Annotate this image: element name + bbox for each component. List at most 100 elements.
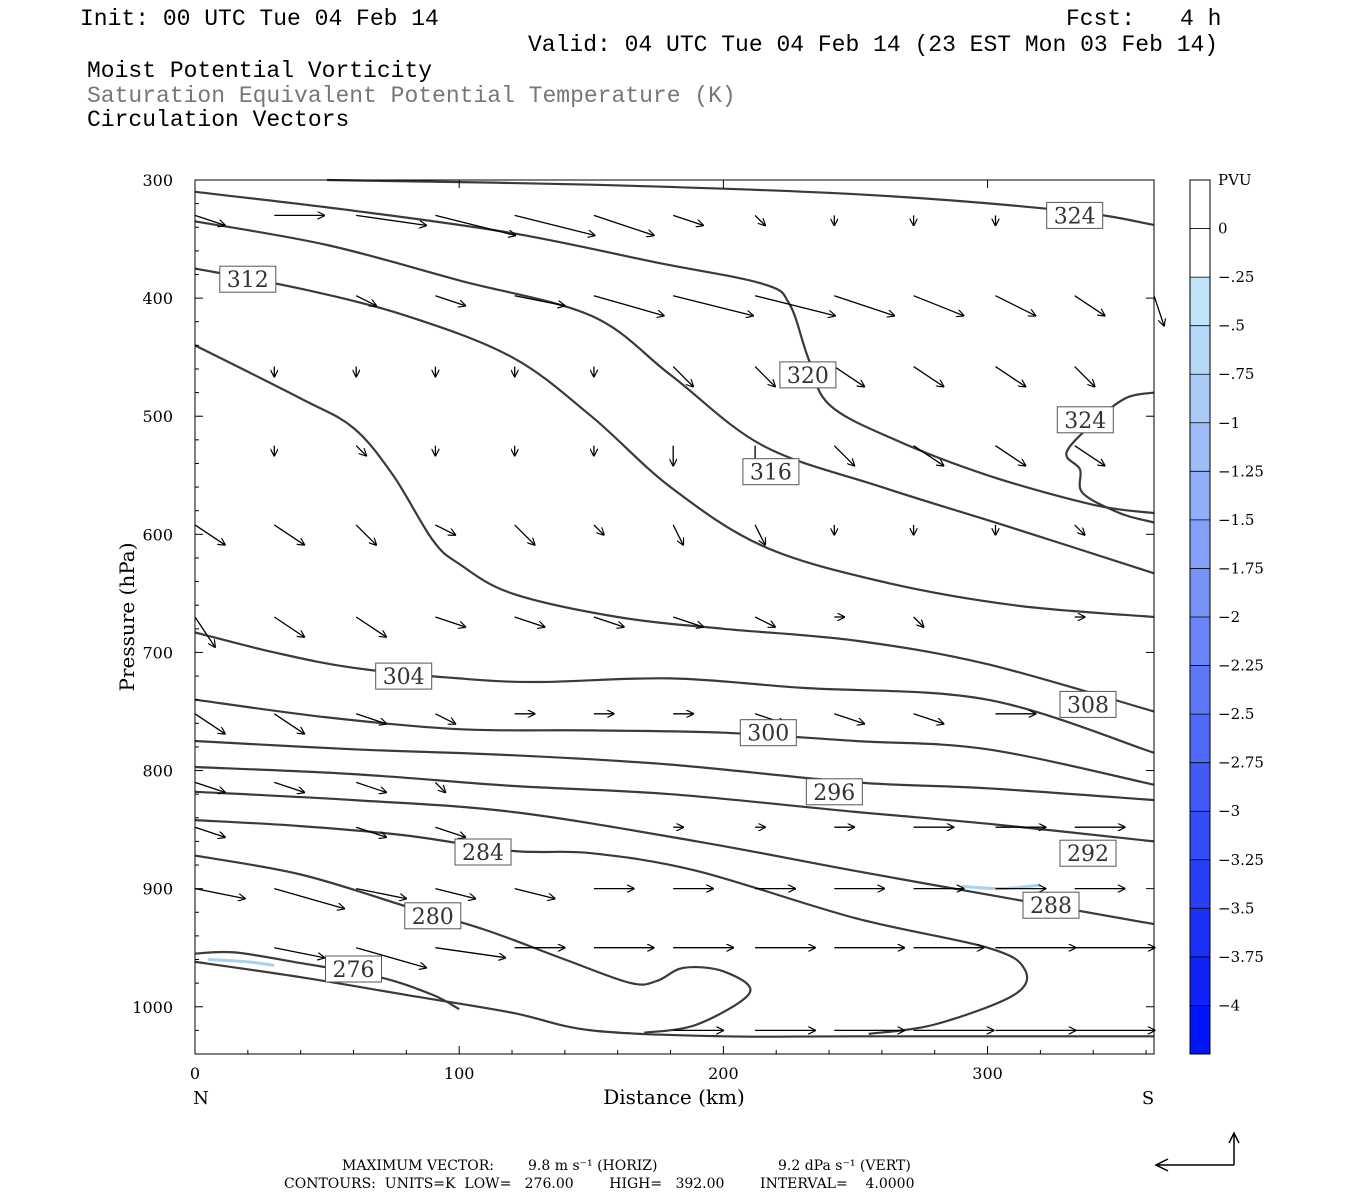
colorbar-swatch (1190, 811, 1210, 861)
circulation-vector (435, 887, 475, 899)
circulation-vector (355, 524, 376, 545)
circulation-vector (913, 713, 944, 724)
circulation-vector (435, 295, 465, 306)
circulation-vector (273, 616, 304, 637)
circulation-vector (593, 295, 664, 316)
circulation-vector (435, 713, 455, 724)
circulation-vector (435, 214, 515, 235)
circulation-vector (514, 524, 535, 545)
circulation-vector (194, 887, 245, 899)
contour-label-box (1046, 201, 1104, 229)
contour-label: 284 (454, 838, 512, 866)
x-endpoint-north: N (193, 1088, 209, 1109)
circulation-vector (833, 366, 864, 387)
circulation-vector (593, 214, 654, 235)
colorbar-swatch (1190, 471, 1210, 521)
circulation-vector (913, 366, 944, 387)
colorbar-title: PVU (1218, 171, 1252, 189)
theta-es-contour (194, 344, 1155, 713)
contour-label-box (739, 719, 797, 747)
contour-label-text: 320 (787, 364, 829, 389)
colorbar-tick-label: −1 (1218, 414, 1240, 432)
colorbar-tick-label: −1.25 (1218, 462, 1264, 480)
circulation-vector (754, 616, 775, 627)
contour-label-box (779, 361, 837, 389)
colorbar-swatch (1190, 617, 1210, 667)
forecast-label: Fcst: (1066, 6, 1136, 32)
circulation-vector (274, 947, 324, 958)
valid-time: Valid: 04 UTC Tue 04 Feb 14 (23 EST Mon … (528, 32, 1219, 58)
circulation-vector (514, 616, 545, 627)
circulation-vector (435, 616, 465, 627)
theta-es-contour (194, 819, 1029, 1035)
contour-label: 304 (375, 662, 433, 690)
contour-label-text: 312 (227, 268, 269, 293)
contour-label-text: 304 (383, 665, 425, 690)
circulation-vector (672, 366, 693, 387)
colorbar: PVU 0 −.25 −.5 −.75 −1 −1.25 −1.5 −1.75 −2 −2.25 −2… (1189, 171, 1264, 1055)
reference-vector-icon (1154, 1131, 1240, 1172)
circulation-vector (194, 781, 225, 792)
circulation-vector (754, 214, 765, 225)
colorbar-tick-label: −3.25 (1218, 851, 1264, 869)
max-vector-horiz: 9.8 m s⁻¹ (HORIZ) (528, 1158, 658, 1174)
colorbar-tick-label: −2 (1218, 608, 1240, 626)
contour-label: 300 (739, 719, 797, 747)
contour-label-box (1059, 690, 1117, 718)
colorbar-tick-label: −3.75 (1218, 948, 1264, 966)
circulation-vector (194, 826, 225, 837)
circulation-vector (356, 887, 406, 899)
circulation-vector (995, 295, 1036, 316)
y-tick-label: 800 (142, 762, 173, 781)
colorbar-swatch (1190, 714, 1210, 764)
circulation-vector (754, 524, 765, 545)
max-vector-label: MAXIMUM VECTOR: (342, 1158, 494, 1174)
contour-label-box (805, 778, 863, 806)
y-tick-label: 1000 (132, 998, 173, 1017)
theta-es-contour (1065, 391, 1155, 524)
colorbar-tick-label: −.5 (1218, 317, 1245, 335)
y-tick-label: 700 (142, 643, 173, 662)
circulation-vector (514, 214, 595, 235)
circulation-vector (593, 524, 604, 535)
contour-label-box (219, 265, 277, 293)
colorbar-tick-label: −3 (1218, 802, 1240, 820)
colorbar-swatch (1190, 519, 1210, 569)
circulation-vector (1074, 366, 1095, 387)
circulation-vector (913, 445, 944, 466)
circulation-vector (435, 524, 455, 535)
circulation-vector (834, 295, 894, 316)
colorbar-tick-label: −4 (1218, 996, 1240, 1014)
colorbar-tick-label: −2.75 (1218, 754, 1264, 772)
circulation-vector (672, 616, 703, 627)
contour-label-text: 308 (1067, 693, 1109, 718)
circulation-vector (754, 366, 775, 387)
circulation-vector (355, 713, 386, 724)
theta-es-contour (194, 739, 1155, 802)
theta-es-contour (194, 631, 1155, 754)
colorbar-swatch (1190, 859, 1210, 909)
colorbar-swatch (1190, 1005, 1210, 1055)
colorbar-swatch (1190, 277, 1210, 327)
circulation-vector (355, 781, 386, 792)
colorbar-tick-label: −1.75 (1218, 559, 1264, 577)
plot-frame (194, 179, 1155, 1055)
contour-label-text: 300 (747, 722, 789, 747)
colorbar-swatch (1190, 568, 1210, 618)
y-tick-label: 400 (142, 289, 173, 308)
contour-label-text: 280 (412, 905, 454, 930)
circulation-vector (355, 445, 366, 456)
contour-label-box (1056, 406, 1114, 434)
circulation-vector (194, 214, 225, 225)
contour-label: 276 (325, 955, 382, 983)
circulation-vector (194, 713, 225, 734)
x-tick-label: 200 (708, 1064, 739, 1083)
contour-label: 288 (1022, 891, 1080, 919)
contour-label: 324 (1046, 201, 1104, 229)
circulation-vector (1153, 295, 1164, 326)
circulation-vector (435, 826, 465, 837)
circulation-vector (1074, 295, 1105, 316)
y-tick-label: 300 (142, 171, 173, 190)
contour-label-box (375, 662, 433, 690)
